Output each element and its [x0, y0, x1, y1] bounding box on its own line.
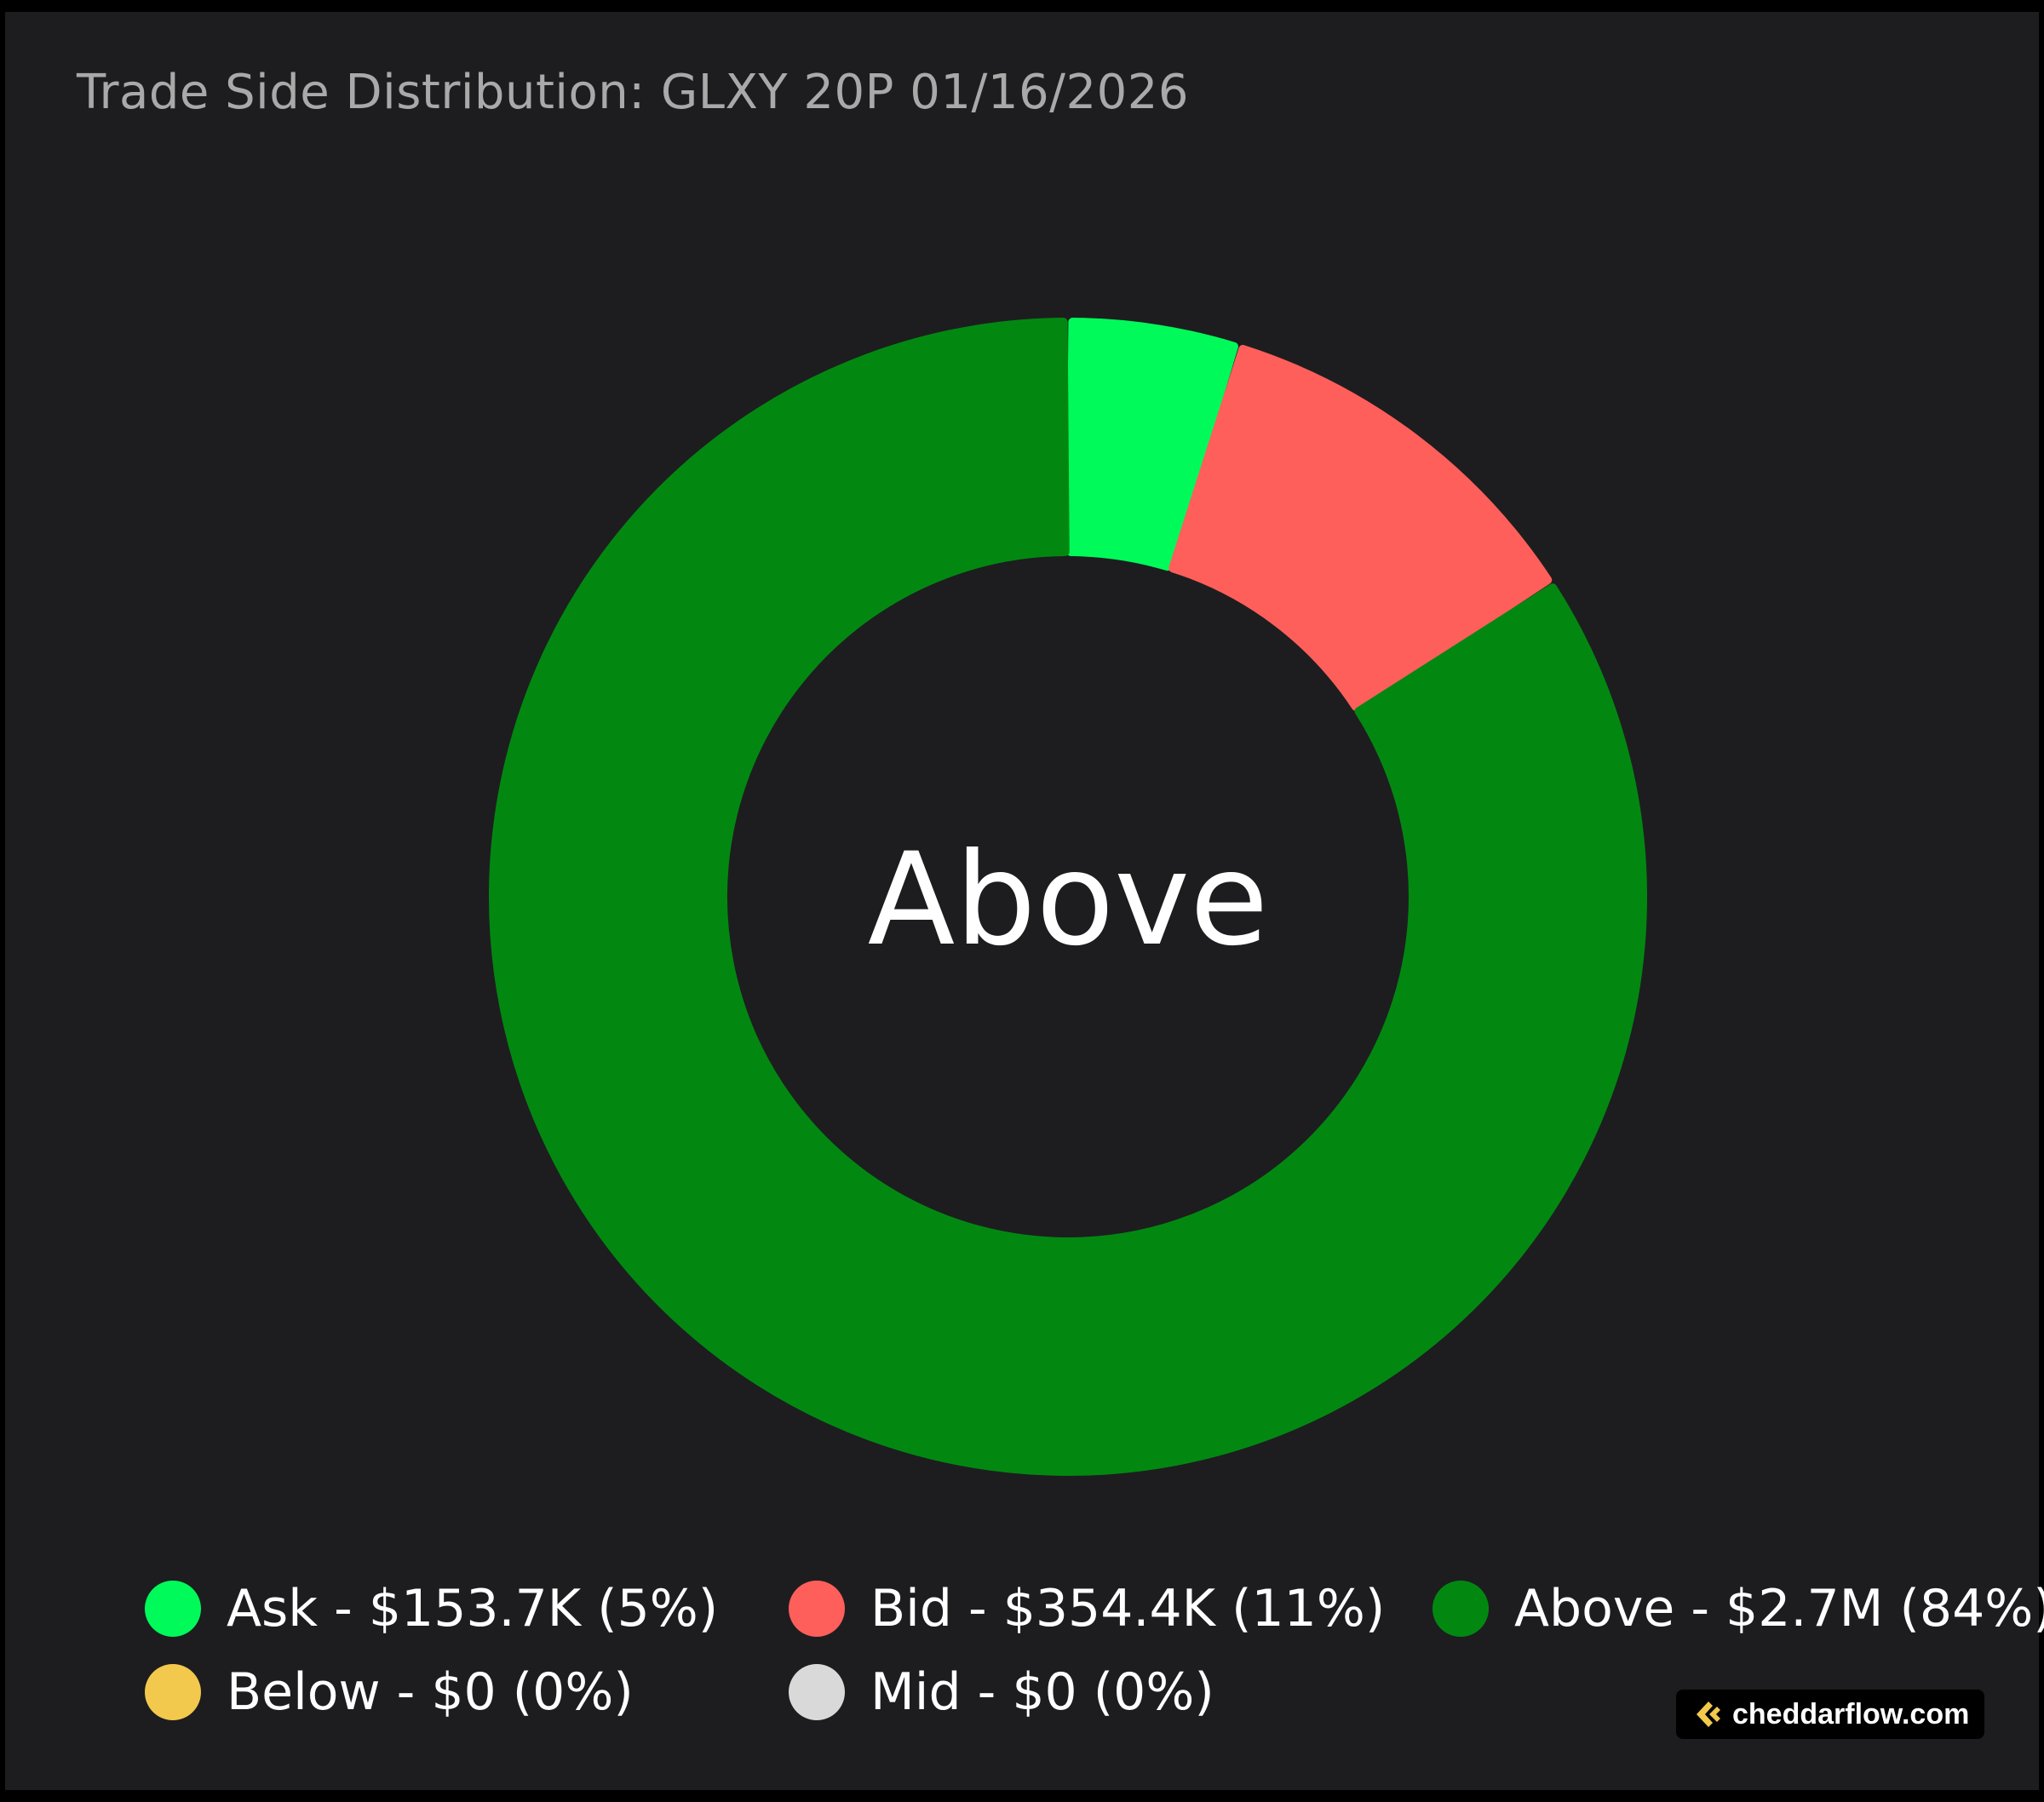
donut-center-label: Above — [868, 826, 1269, 974]
donut-slice-bid[interactable] — [1168, 344, 1553, 711]
legend-item-below[interactable]: Below - $0 (0%) — [145, 1662, 634, 1722]
chart-panel: Trade Side Distribution: GLXY 20P 01/16/… — [5, 12, 2044, 1790]
donut-slice-ask[interactable] — [1066, 318, 1238, 571]
legend-dot-bid — [789, 1581, 845, 1637]
cheddarflow-logo-icon — [1697, 1702, 1720, 1727]
donut-slice-above[interactable] — [489, 318, 1647, 1476]
legend-item-ask[interactable]: Ask - $153.7K (5%) — [145, 1579, 718, 1638]
chart-title: Trade Side Distribution: GLXY 20P 01/16/… — [77, 65, 1189, 120]
legend-item-bid[interactable]: Bid - $354.4K (11%) — [789, 1579, 1385, 1638]
legend-label-mid: Mid - $0 (0%) — [870, 1662, 1214, 1722]
legend-label-ask: Ask - $153.7K (5%) — [227, 1579, 719, 1638]
cheddarflow-watermark[interactable]: cheddarflow.com — [1676, 1690, 1984, 1739]
legend-label-bid: Bid - $354.4K (11%) — [870, 1579, 1386, 1638]
legend-dot-mid — [789, 1664, 845, 1720]
donut-chart: Above — [489, 318, 1647, 1476]
legend-item-above[interactable]: Above - $2.7M (84%) — [1433, 1579, 2044, 1638]
legend-dot-above — [1433, 1581, 1489, 1637]
legend-label-below: Below - $0 (0%) — [227, 1662, 634, 1722]
legend-label-above: Above - $2.7M (84%) — [1514, 1579, 2044, 1638]
legend-item-mid[interactable]: Mid - $0 (0%) — [789, 1662, 1214, 1722]
watermark-text: cheddarflow.com — [1732, 1697, 1970, 1730]
legend-dot-ask — [145, 1581, 201, 1637]
donut-slices — [489, 318, 1647, 1476]
legend-dot-below — [145, 1664, 201, 1720]
